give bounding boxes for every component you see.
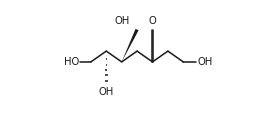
Text: OH: OH: [198, 57, 213, 67]
Text: OH: OH: [114, 17, 129, 26]
Polygon shape: [122, 29, 139, 62]
Text: OH: OH: [99, 86, 114, 97]
Text: HO: HO: [64, 57, 79, 67]
Text: O: O: [149, 17, 156, 26]
